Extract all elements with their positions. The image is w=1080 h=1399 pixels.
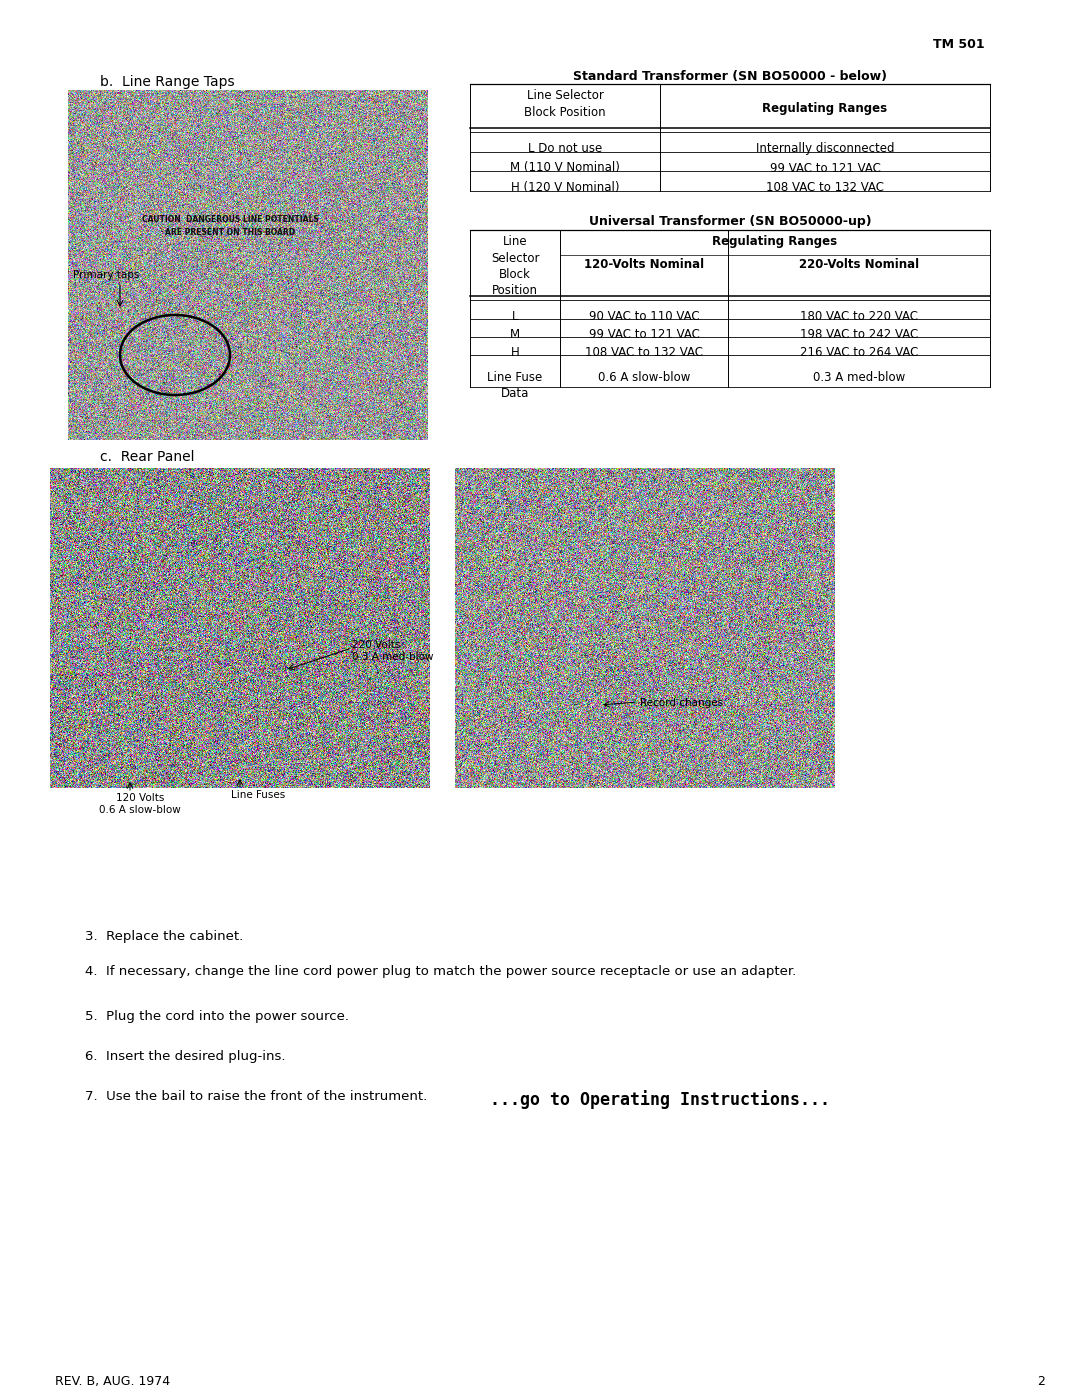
Text: b.  Line Range Taps: b. Line Range Taps bbox=[100, 76, 234, 90]
Text: Line
Selector
Block
Position: Line Selector Block Position bbox=[490, 235, 539, 298]
Text: 198 VAC to 242 VAC: 198 VAC to 242 VAC bbox=[800, 327, 918, 341]
Text: 0.3 A med-blow: 0.3 A med-blow bbox=[813, 371, 905, 383]
Text: 90 VAC to 110 VAC: 90 VAC to 110 VAC bbox=[589, 309, 700, 323]
Text: Record changes: Record changes bbox=[640, 698, 724, 708]
Text: 216 VAC to 264 VAC: 216 VAC to 264 VAC bbox=[800, 346, 918, 360]
Text: TM 501: TM 501 bbox=[933, 38, 985, 50]
Text: Standard Transformer (SN BO50000 - below): Standard Transformer (SN BO50000 - below… bbox=[573, 70, 887, 83]
Text: 99 VAC to 121 VAC: 99 VAC to 121 VAC bbox=[589, 327, 700, 341]
Text: H (120 V Nominal): H (120 V Nominal) bbox=[511, 180, 619, 194]
Text: H: H bbox=[511, 346, 519, 360]
Text: L Do not use: L Do not use bbox=[528, 143, 603, 155]
Text: 7.  Use the bail to raise the front of the instrument.: 7. Use the bail to raise the front of th… bbox=[85, 1090, 428, 1102]
Text: M (110 V Nominal): M (110 V Nominal) bbox=[510, 161, 620, 175]
Text: 108 VAC to 132 VAC: 108 VAC to 132 VAC bbox=[585, 346, 703, 360]
Text: 4.  If necessary, change the line cord power plug to match the power source rece: 4. If necessary, change the line cord po… bbox=[85, 965, 796, 978]
Text: Line Fuse
Data: Line Fuse Data bbox=[487, 371, 542, 400]
Text: ARE PRESENT ON THIS BOARD: ARE PRESENT ON THIS BOARD bbox=[165, 228, 295, 236]
Text: Line Fuses: Line Fuses bbox=[231, 790, 285, 800]
Text: ...go to Operating Instructions...: ...go to Operating Instructions... bbox=[490, 1090, 831, 1109]
Text: 120-Volts Nominal: 120-Volts Nominal bbox=[584, 257, 704, 271]
Text: 3.  Replace the cabinet.: 3. Replace the cabinet. bbox=[85, 930, 243, 943]
Text: 120 Volts
0.6 A slow-blow: 120 Volts 0.6 A slow-blow bbox=[99, 793, 180, 814]
Text: Line Selector
Block Position: Line Selector Block Position bbox=[524, 90, 606, 119]
Text: Internally disconnected: Internally disconnected bbox=[756, 143, 894, 155]
Text: 6.  Insert the desired plug-ins.: 6. Insert the desired plug-ins. bbox=[85, 1051, 285, 1063]
Text: Primary taps: Primary taps bbox=[73, 270, 139, 280]
Text: Regulating Ranges: Regulating Ranges bbox=[762, 102, 888, 115]
Text: 99 VAC to 121 VAC: 99 VAC to 121 VAC bbox=[770, 161, 880, 175]
Text: M: M bbox=[510, 327, 521, 341]
Text: 108 VAC to 132 VAC: 108 VAC to 132 VAC bbox=[766, 180, 885, 194]
Text: c.  Rear Panel: c. Rear Panel bbox=[100, 450, 194, 464]
Text: 220 Volts
0.3 A med-blow: 220 Volts 0.3 A med-blow bbox=[352, 639, 433, 662]
Text: 0.6 A slow-blow: 0.6 A slow-blow bbox=[598, 371, 690, 383]
Text: 2: 2 bbox=[1037, 1375, 1045, 1388]
Text: Universal Transformer (SN BO50000-up): Universal Transformer (SN BO50000-up) bbox=[589, 215, 872, 228]
Text: REV. B, AUG. 1974: REV. B, AUG. 1974 bbox=[55, 1375, 171, 1388]
Text: 180 VAC to 220 VAC: 180 VAC to 220 VAC bbox=[800, 309, 918, 323]
Text: 5.  Plug the cord into the power source.: 5. Plug the cord into the power source. bbox=[85, 1010, 349, 1023]
Text: CAUTION  DANGEROUS LINE POTENTIALS: CAUTION DANGEROUS LINE POTENTIALS bbox=[141, 215, 319, 224]
Text: Regulating Ranges: Regulating Ranges bbox=[713, 235, 838, 248]
Text: L: L bbox=[512, 309, 518, 323]
Text: 220-Volts Nominal: 220-Volts Nominal bbox=[799, 257, 919, 271]
